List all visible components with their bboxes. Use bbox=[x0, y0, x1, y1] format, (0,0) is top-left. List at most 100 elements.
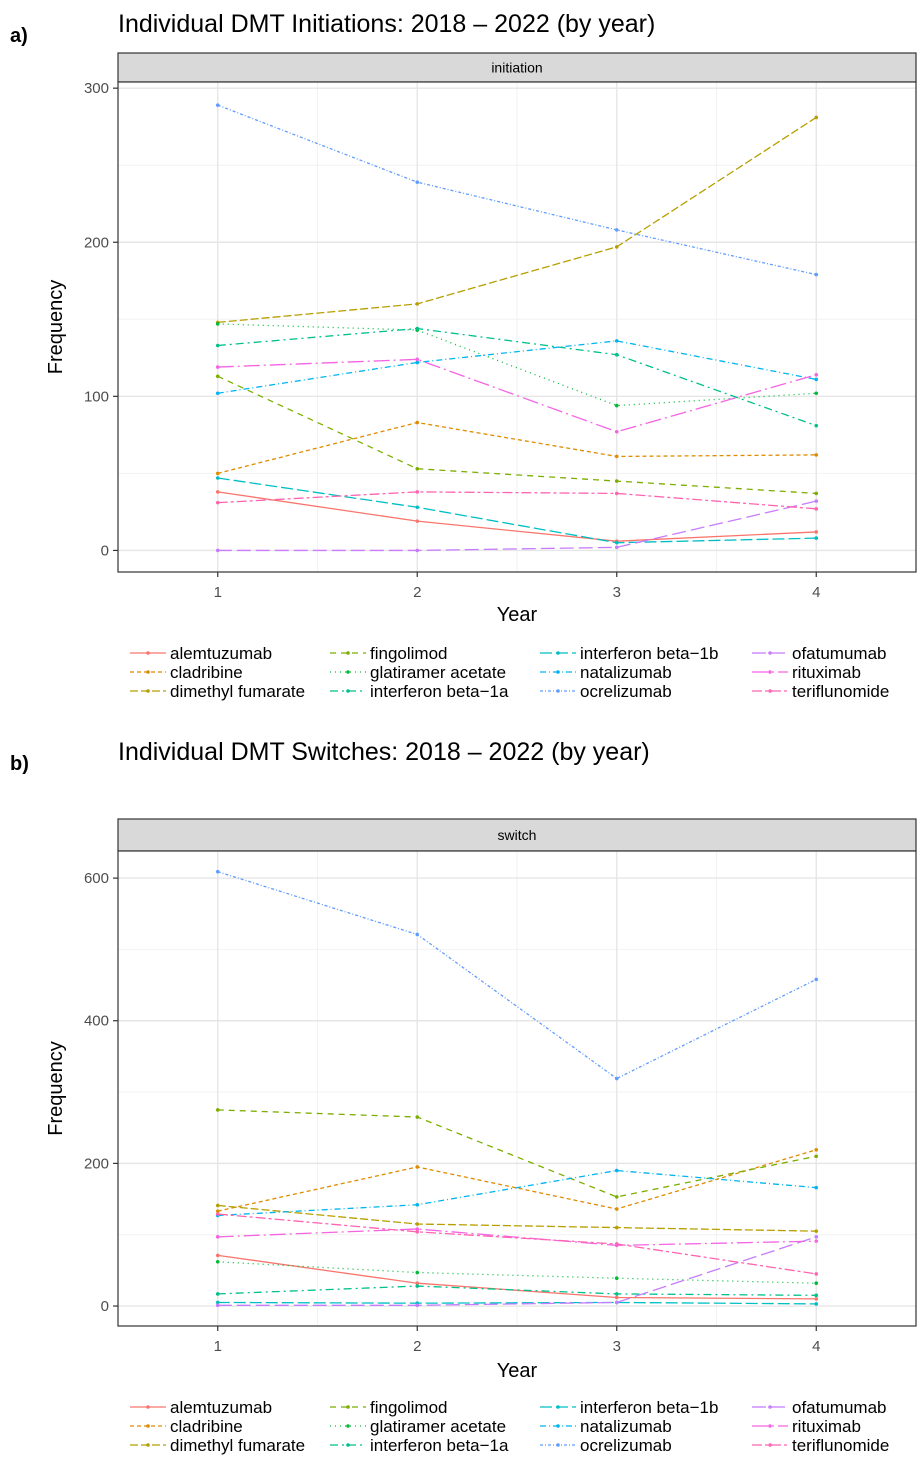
facet-strip bbox=[117, 52, 917, 83]
facet-strip bbox=[117, 818, 917, 852]
legend-label: interferon beta−1b bbox=[580, 644, 718, 663]
data-point bbox=[814, 1293, 819, 1298]
data-point bbox=[814, 536, 819, 540]
facet-strip-label: switch bbox=[498, 827, 537, 843]
series-line-interferon-beta-1a bbox=[217, 327, 817, 427]
data-point bbox=[415, 302, 420, 306]
legend-label: interferon beta−1a bbox=[370, 1436, 509, 1455]
legend-key-point bbox=[556, 1405, 560, 1409]
legend-label: glatiramer acetate bbox=[370, 1417, 506, 1436]
y-tick-label: 100 bbox=[84, 388, 109, 405]
legend-label: alemtuzumab bbox=[170, 1398, 272, 1417]
series-line-fingolimod bbox=[217, 375, 817, 495]
data-point bbox=[614, 1168, 619, 1173]
legend-key-point bbox=[556, 651, 560, 655]
legend-label: natalizumab bbox=[580, 1417, 672, 1436]
legend-key-point bbox=[768, 1405, 772, 1409]
data-point bbox=[814, 1229, 819, 1233]
data-point bbox=[814, 1235, 819, 1239]
data-point bbox=[215, 343, 220, 348]
data-point bbox=[415, 1303, 420, 1308]
data-point bbox=[614, 1242, 619, 1246]
data-point bbox=[814, 1148, 819, 1152]
legend-key-point bbox=[146, 689, 150, 693]
legend-label: cladribine bbox=[170, 1417, 243, 1436]
data-point bbox=[814, 1272, 819, 1276]
legend-label: interferon beta−1b bbox=[580, 1398, 718, 1417]
data-point bbox=[814, 423, 819, 428]
series-line-ocrelizumab bbox=[217, 871, 817, 1080]
data-point bbox=[814, 1297, 819, 1301]
legend-key-point bbox=[768, 689, 772, 693]
data-point bbox=[415, 548, 420, 553]
data-point bbox=[215, 1209, 220, 1213]
data-point bbox=[415, 505, 420, 510]
legend-key-point bbox=[346, 1424, 350, 1428]
legend-key-point bbox=[556, 1424, 560, 1428]
chart-title: Individual DMT Switches: 2018 – 2022 (by… bbox=[118, 738, 650, 766]
x-tick-label: 2 bbox=[413, 1338, 421, 1355]
data-point bbox=[215, 490, 220, 494]
data-point bbox=[814, 377, 819, 382]
data-point bbox=[215, 869, 220, 874]
y-tick-label: 300 bbox=[84, 80, 109, 97]
legend-label: dimethyl fumarate bbox=[170, 1436, 305, 1455]
y-tick-label: 200 bbox=[84, 1155, 109, 1172]
data-point bbox=[814, 1185, 819, 1190]
data-point bbox=[415, 466, 420, 471]
data-point bbox=[814, 391, 819, 396]
x-tick-label: 3 bbox=[613, 1338, 621, 1355]
series-line-natalizumab bbox=[217, 1169, 817, 1217]
data-point bbox=[814, 1239, 819, 1243]
legend-key-point bbox=[768, 1424, 772, 1428]
data-point bbox=[215, 548, 220, 553]
series-line-ofatumumab bbox=[217, 500, 817, 552]
legend-key-point bbox=[146, 670, 150, 674]
legend-key-point bbox=[556, 689, 560, 693]
data-point bbox=[415, 932, 420, 937]
data-point bbox=[215, 1260, 220, 1264]
data-point bbox=[814, 1281, 819, 1286]
series-line-teriflunomide bbox=[217, 491, 817, 510]
data-point bbox=[415, 1281, 420, 1286]
legend-key-point bbox=[146, 1424, 150, 1428]
series-line-natalizumab bbox=[217, 340, 817, 394]
data-point bbox=[415, 1115, 420, 1119]
data-point bbox=[614, 1292, 619, 1296]
x-tick-label: 4 bbox=[812, 584, 820, 601]
data-point bbox=[415, 357, 420, 362]
data-point bbox=[814, 115, 819, 120]
legend-label: teriflunomide bbox=[792, 682, 889, 701]
data-point bbox=[415, 360, 420, 365]
data-point bbox=[814, 507, 819, 511]
legend-key-point bbox=[346, 651, 350, 655]
data-point bbox=[215, 1203, 220, 1208]
series-line-fingolimod bbox=[217, 1109, 817, 1198]
legend-label: rituximab bbox=[792, 1417, 861, 1436]
series-line-alemtuzumab bbox=[217, 1254, 817, 1300]
data-point bbox=[415, 180, 420, 184]
legend-label: cladribine bbox=[170, 663, 243, 682]
series-line-dimethyl-fumarate bbox=[217, 1204, 817, 1232]
legend-label: alemtuzumab bbox=[170, 644, 272, 663]
data-point bbox=[415, 490, 420, 494]
data-point bbox=[215, 1253, 220, 1258]
legend-key-point bbox=[768, 1443, 772, 1447]
legend-key-point bbox=[768, 670, 772, 674]
data-point bbox=[614, 245, 619, 249]
series-line-ocrelizumab bbox=[217, 104, 817, 276]
series-line-dimethyl-fumarate bbox=[217, 116, 817, 324]
data-point bbox=[814, 1302, 819, 1306]
series-line-rituximab bbox=[217, 1228, 817, 1247]
data-point bbox=[415, 326, 420, 331]
y-tick-label: 0 bbox=[101, 1298, 109, 1315]
data-point bbox=[415, 1227, 420, 1231]
data-point bbox=[415, 1222, 420, 1226]
data-point bbox=[814, 977, 819, 982]
data-point bbox=[215, 500, 220, 505]
legend-label: glatiramer acetate bbox=[370, 663, 506, 682]
data-point bbox=[614, 352, 619, 357]
legend-label: ocrelizumab bbox=[580, 1436, 672, 1455]
